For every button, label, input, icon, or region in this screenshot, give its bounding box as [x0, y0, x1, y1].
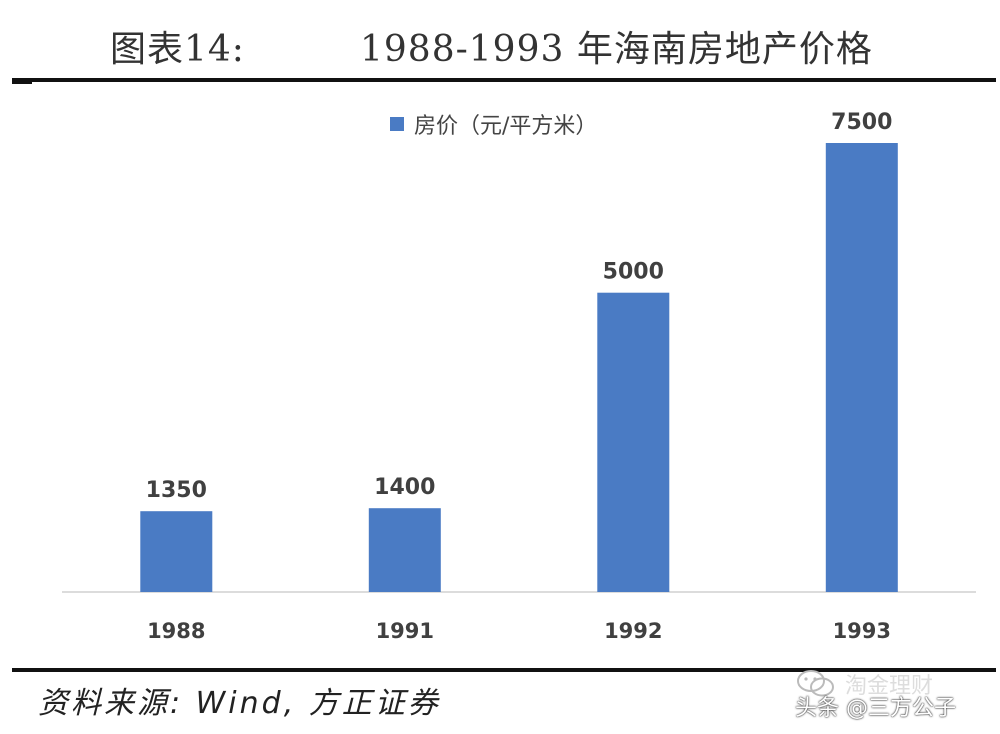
top-rule: [12, 78, 996, 82]
top-rule-tick: [12, 80, 32, 84]
title-bar: 图表14: 1988-1993 年海南房地产价格: [0, 0, 1000, 78]
watermark-text: 头条 @三方公子: [795, 696, 956, 721]
source-note: 资料来源: Wind, 方正证券: [38, 686, 441, 721]
bar-1991: [368, 508, 441, 592]
legend: 房价（元/平方米）: [390, 109, 597, 139]
data-label-1991: 1400: [374, 475, 435, 500]
x-tick-1988: 1988: [147, 619, 205, 643]
legend-label: 房价（元/平方米）: [414, 114, 598, 139]
data-label-1992: 5000: [603, 260, 664, 285]
chart-title: 1988-1993 年海南房地产价格: [360, 29, 873, 70]
watermark-ghost-text: 淘金理财: [845, 674, 934, 699]
wechat-icon: [797, 670, 834, 697]
figure-number: 图表14:: [110, 29, 245, 70]
bar-1988: [140, 511, 213, 592]
bar-1992: [597, 292, 670, 592]
x-tick-1991: 1991: [376, 619, 434, 643]
bar-1993: [825, 143, 898, 592]
data-label-1988: 1350: [146, 478, 207, 503]
data-label-1993: 7500: [831, 110, 892, 135]
legend-swatch: [390, 117, 404, 131]
bottom-rule: [12, 668, 996, 672]
x-tick-1992: 1992: [604, 619, 662, 643]
x-tick-1993: 1993: [833, 619, 891, 643]
